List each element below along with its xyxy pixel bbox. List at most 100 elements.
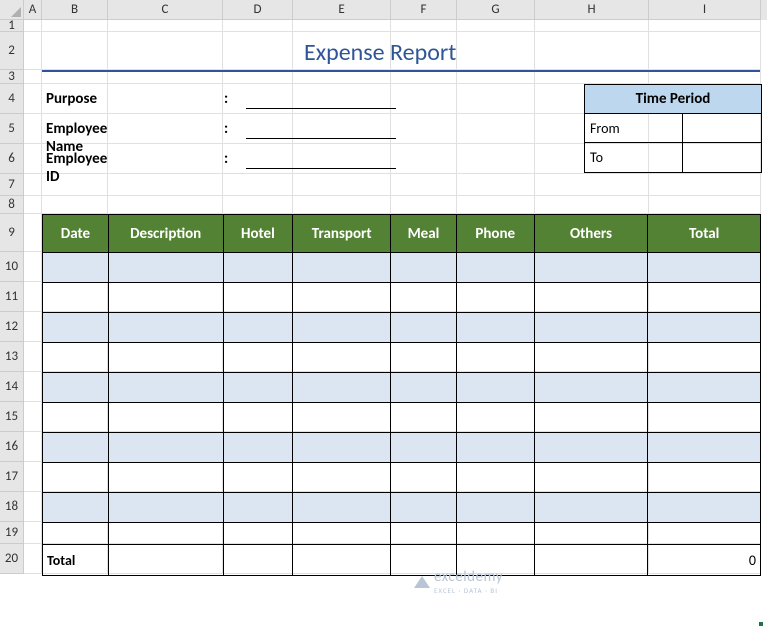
time-to-value[interactable]	[683, 143, 761, 172]
table-cell[interactable]	[43, 403, 109, 433]
column-header-I[interactable]: I	[649, 0, 761, 20]
table-cell[interactable]	[648, 313, 760, 343]
table-cell[interactable]	[648, 523, 760, 545]
table-cell[interactable]	[535, 493, 649, 523]
table-cell[interactable]	[648, 493, 760, 523]
table-cell[interactable]	[224, 403, 294, 433]
table-cell[interactable]	[109, 313, 224, 343]
table-cell[interactable]	[43, 283, 109, 313]
row-header-1[interactable]: 1	[0, 20, 24, 32]
table-cell[interactable]	[535, 343, 649, 373]
column-header-A[interactable]: A	[24, 0, 42, 20]
row-header-19[interactable]: 19	[0, 522, 24, 544]
row-header-2[interactable]: 2	[0, 32, 24, 70]
table-cell[interactable]	[391, 433, 457, 463]
table-cell[interactable]	[648, 433, 760, 463]
table-cell[interactable]	[391, 253, 457, 283]
row-header-3[interactable]: 3	[0, 70, 24, 84]
table-cell[interactable]	[391, 373, 457, 403]
total-value[interactable]: 0	[648, 545, 760, 575]
table-cell[interactable]	[457, 433, 535, 463]
table-cell[interactable]	[535, 403, 649, 433]
table-cell[interactable]	[224, 343, 294, 373]
table-cell[interactable]	[391, 523, 457, 545]
table-cell[interactable]	[391, 283, 457, 313]
table-cell[interactable]	[648, 403, 760, 433]
table-cell[interactable]	[648, 253, 760, 283]
table-cell[interactable]	[293, 433, 391, 463]
table-cell[interactable]	[293, 403, 391, 433]
column-header-F[interactable]: F	[391, 0, 457, 20]
table-cell[interactable]	[457, 493, 535, 523]
table-cell[interactable]	[457, 343, 535, 373]
table-cell[interactable]	[535, 283, 649, 313]
row-header-8[interactable]: 8	[0, 196, 24, 214]
table-cell[interactable]	[224, 313, 294, 343]
table-cell[interactable]	[457, 373, 535, 403]
table-cell[interactable]	[43, 313, 109, 343]
table-cell[interactable]	[224, 283, 294, 313]
table-cell[interactable]	[293, 283, 391, 313]
table-cell[interactable]	[109, 463, 224, 493]
table-cell[interactable]	[109, 283, 224, 313]
table-cell[interactable]	[109, 253, 224, 283]
table-cell[interactable]	[109, 545, 224, 575]
table-cell[interactable]	[224, 493, 294, 523]
column-header-D[interactable]: D	[223, 0, 293, 20]
table-cell[interactable]	[224, 373, 294, 403]
table-cell[interactable]	[109, 433, 224, 463]
row-header-4[interactable]: 4	[0, 84, 24, 114]
table-cell[interactable]	[109, 373, 224, 403]
table-cell[interactable]	[224, 523, 294, 545]
table-cell[interactable]	[224, 463, 294, 493]
table-cell[interactable]	[457, 523, 535, 545]
row-header-11[interactable]: 11	[0, 282, 24, 312]
row-header-9[interactable]: 9	[0, 214, 24, 252]
row-header-7[interactable]: 7	[0, 174, 24, 196]
table-cell[interactable]	[648, 463, 760, 493]
table-cell[interactable]	[43, 343, 109, 373]
row-header-15[interactable]: 15	[0, 402, 24, 432]
table-cell[interactable]	[43, 253, 109, 283]
row-header-5[interactable]: 5	[0, 114, 24, 144]
row-header-16[interactable]: 16	[0, 432, 24, 462]
table-cell[interactable]	[293, 493, 391, 523]
table-cell[interactable]	[391, 493, 457, 523]
table-cell[interactable]	[535, 463, 649, 493]
table-cell[interactable]	[43, 523, 109, 545]
row-header-10[interactable]: 10	[0, 252, 24, 282]
table-cell[interactable]	[648, 373, 760, 403]
table-cell[interactable]	[293, 545, 391, 575]
table-cell[interactable]	[293, 373, 391, 403]
column-header-B[interactable]: B	[42, 0, 108, 20]
selection-fill-handle[interactable]	[758, 621, 764, 627]
table-cell[interactable]	[535, 313, 649, 343]
table-cell[interactable]	[43, 373, 109, 403]
table-cell[interactable]	[535, 545, 649, 575]
table-cell[interactable]	[535, 523, 649, 545]
employee-name-field-line[interactable]	[246, 138, 396, 139]
purpose-field-line[interactable]	[246, 108, 396, 109]
table-cell[interactable]	[648, 283, 760, 313]
table-cell[interactable]	[224, 545, 294, 575]
table-cell[interactable]	[535, 373, 649, 403]
table-cell[interactable]	[391, 313, 457, 343]
table-cell[interactable]	[43, 463, 109, 493]
table-cell[interactable]	[457, 463, 535, 493]
table-cell[interactable]	[109, 493, 224, 523]
table-cell[interactable]	[109, 403, 224, 433]
table-cell[interactable]	[293, 253, 391, 283]
table-cell[interactable]	[457, 403, 535, 433]
table-cell[interactable]	[224, 253, 294, 283]
table-cell[interactable]	[109, 523, 224, 545]
table-cell[interactable]	[535, 433, 649, 463]
row-header-14[interactable]: 14	[0, 372, 24, 402]
row-header-12[interactable]: 12	[0, 312, 24, 342]
table-cell[interactable]	[109, 343, 224, 373]
column-header-G[interactable]: G	[457, 0, 535, 20]
time-from-value[interactable]	[683, 114, 761, 143]
table-cell[interactable]	[457, 283, 535, 313]
table-cell[interactable]	[391, 343, 457, 373]
table-cell[interactable]	[535, 253, 649, 283]
row-header-18[interactable]: 18	[0, 492, 24, 522]
